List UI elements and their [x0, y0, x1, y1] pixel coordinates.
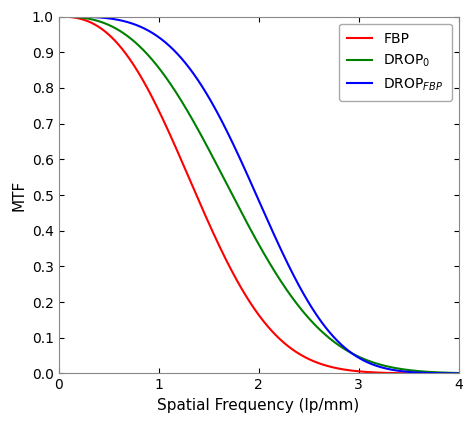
Y-axis label: MTF: MTF: [11, 179, 26, 211]
Legend: FBP, DROP$_0$, DROP$_{FBP}$: FBP, DROP$_0$, DROP$_{FBP}$: [339, 24, 452, 101]
X-axis label: Spatial Frequency (lp/mm): Spatial Frequency (lp/mm): [157, 398, 360, 413]
